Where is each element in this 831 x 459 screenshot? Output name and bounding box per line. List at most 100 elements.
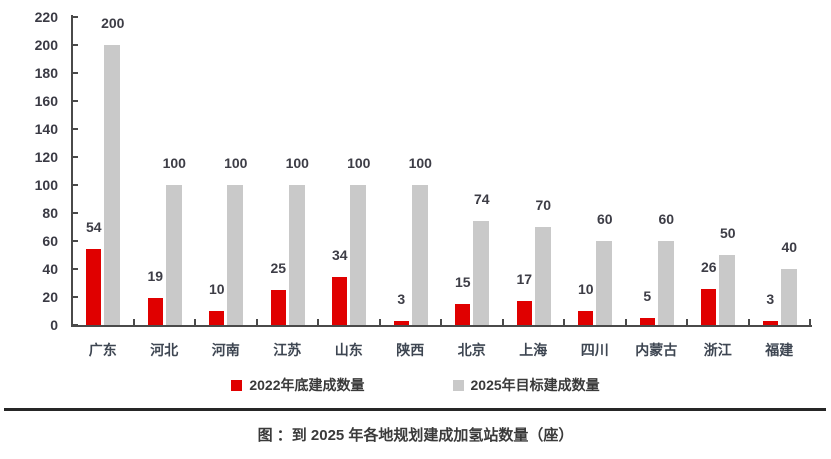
x-axis-tick — [686, 319, 688, 325]
x-axis-tick — [378, 319, 381, 325]
value-label-2022-陕西: 3 — [397, 290, 406, 307]
x-axis-category-label: 福建 — [765, 342, 794, 358]
y-axis-tick-label: 100 — [34, 177, 58, 193]
value-label-2025-四川: 60 — [596, 211, 613, 227]
y-axis-tick-label: 40 — [42, 261, 58, 277]
figure-caption: 图 ：到 2025 年各地规划建成加氢站数量（座） — [257, 427, 574, 444]
legend-swatch-red-icon — [231, 379, 243, 391]
legend-item-2025: 2025年目标建成数量 — [452, 375, 600, 395]
x-axis-tick — [132, 319, 135, 325]
value-label-2022-上海: 17 — [516, 271, 533, 288]
bar-2022-北京 — [455, 304, 471, 325]
x-axis-tick — [563, 319, 565, 325]
bar-2025-河北 — [165, 185, 182, 325]
value-label-2025-上海: 70 — [535, 197, 552, 213]
value-label-2025-河北: 100 — [162, 155, 186, 171]
y-axis-tick-label: 60 — [42, 233, 58, 249]
x-axis-category-label: 山东 — [334, 342, 363, 358]
y-axis-tick — [72, 72, 78, 74]
x-axis-category-label: 浙江 — [703, 342, 732, 358]
x-axis-category-label: 江苏 — [273, 342, 302, 358]
x-axis-category-label: 陕西 — [396, 342, 425, 358]
y-axis-tick — [72, 100, 78, 102]
value-label-2025-广东: 200 — [101, 15, 125, 31]
bar-2025-河南 — [227, 185, 244, 325]
bar-2022-广东 — [86, 249, 102, 325]
x-axis-tick — [747, 319, 750, 325]
chart-legend: 2022年底建成数量 2025年目标建成数量 — [0, 374, 831, 396]
bar-2022-河北 — [147, 298, 163, 325]
y-axis-tick-label: 200 — [34, 37, 58, 53]
value-label-2025-浙江: 50 — [719, 225, 736, 241]
bar-2022-福建 — [762, 320, 778, 325]
value-label-2025-内蒙古: 60 — [658, 211, 675, 227]
value-label-2022-广东: 54 — [85, 219, 102, 236]
y-axis-tick-label: 20 — [42, 289, 58, 305]
y-axis-tick — [72, 324, 78, 326]
x-axis-tick — [255, 319, 258, 325]
value-label-2022-江苏: 25 — [270, 260, 287, 276]
bar-2022-上海 — [516, 301, 532, 325]
y-axis-tick — [72, 156, 78, 158]
x-axis-tick — [809, 319, 811, 325]
bar-2022-陕西 — [393, 320, 409, 325]
y-axis-tick-label: 160 — [34, 93, 58, 109]
y-axis-tick — [72, 16, 78, 18]
x-axis-tick — [440, 319, 442, 325]
bar-2025-山东 — [350, 185, 367, 325]
y-axis-tick — [72, 296, 78, 298]
y-axis-tick — [72, 128, 78, 130]
bar-2025-广东 — [104, 45, 121, 325]
value-label-2022-内蒙古: 5 — [643, 288, 652, 304]
y-axis-tick-label: 180 — [34, 65, 58, 81]
bar-2025-内蒙古 — [657, 241, 674, 325]
x-axis-category-label: 广东 — [88, 342, 117, 358]
value-label-2025-河南: 100 — [224, 155, 248, 171]
x-axis-category-label: 河北 — [150, 342, 179, 358]
caption-divider-line — [4, 408, 826, 411]
value-label-2025-陕西: 100 — [408, 155, 432, 171]
y-axis-tick — [72, 240, 78, 242]
y-axis-tick-label: 80 — [42, 205, 58, 221]
value-label-2022-福建: 3 — [766, 290, 775, 307]
bar-2022-河南 — [209, 311, 225, 325]
y-axis-tick — [72, 268, 78, 270]
bar-2022-内蒙古 — [639, 318, 655, 325]
bar-2022-四川 — [578, 311, 594, 325]
bar-2025-福建 — [780, 269, 797, 325]
y-axis-tick — [72, 184, 78, 186]
x-axis-line — [71, 325, 812, 327]
x-axis-tick — [194, 319, 196, 325]
value-label-2022-北京: 15 — [454, 274, 471, 290]
bar-2025-陕西 — [411, 185, 428, 325]
x-axis-category-label: 四川 — [580, 342, 609, 358]
value-label-2025-福建: 40 — [781, 239, 798, 255]
value-label-2022-浙江: 26 — [700, 258, 717, 275]
y-axis-tick — [72, 212, 78, 214]
y-axis-tick-label: 120 — [34, 149, 58, 165]
bar-2025-北京 — [473, 221, 490, 325]
y-axis-tick-label: 0 — [50, 317, 58, 333]
value-label-2022-山东: 34 — [331, 247, 348, 264]
x-axis-tick — [71, 319, 73, 325]
bar-2025-四川 — [596, 241, 613, 325]
x-axis-category-label: 北京 — [457, 342, 486, 358]
x-axis-category-label: 河南 — [211, 342, 240, 358]
legend-label-2025: 2025年目标建成数量 — [470, 377, 600, 393]
bar-2022-山东 — [332, 277, 348, 325]
value-label-2025-江苏: 100 — [285, 155, 309, 171]
bar-2022-浙江 — [701, 288, 717, 325]
value-label-2022-四川: 10 — [577, 281, 594, 297]
y-axis-tick-label: 220 — [34, 9, 58, 25]
bar-2022-江苏 — [270, 290, 286, 325]
legend-label-2022: 2022年底建成数量 — [249, 377, 365, 393]
bar-2025-江苏 — [288, 185, 305, 325]
y-axis-tick — [72, 44, 78, 46]
x-axis-tick — [624, 319, 627, 325]
value-label-2025-山东: 100 — [347, 155, 371, 171]
value-label-2022-河北: 19 — [147, 268, 164, 285]
x-axis-category-label: 上海 — [519, 342, 548, 358]
y-axis-tick-label: 140 — [34, 121, 58, 137]
value-label-2025-北京: 74 — [473, 191, 490, 208]
